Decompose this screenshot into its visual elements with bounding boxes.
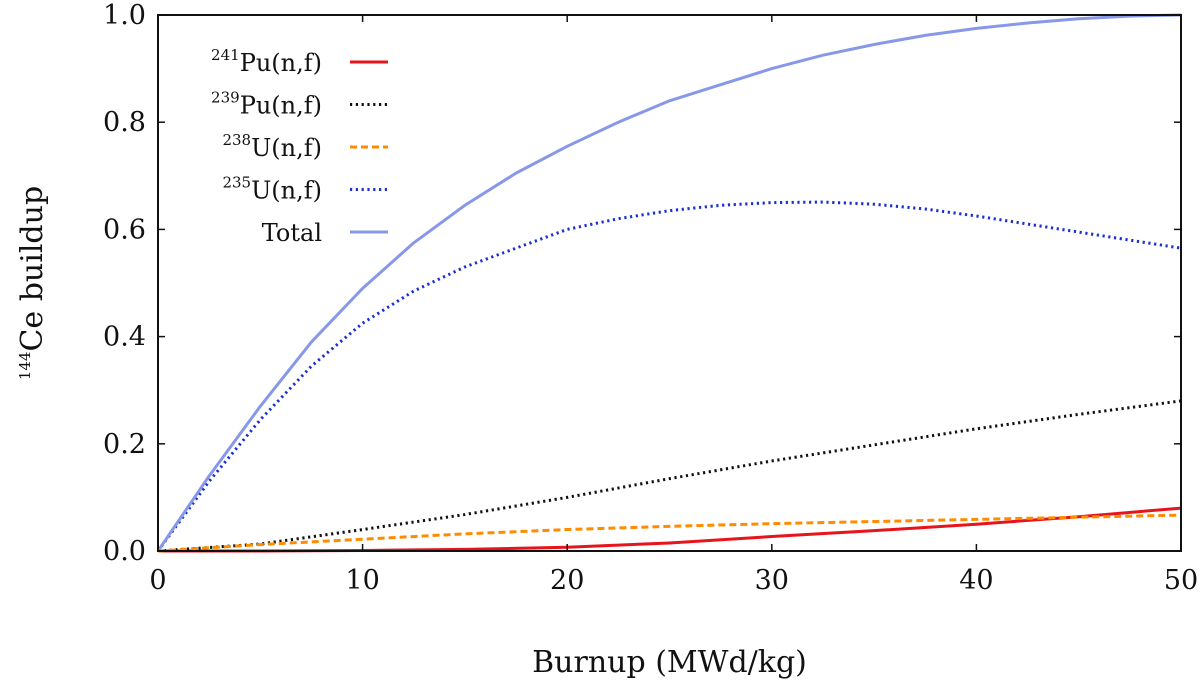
series-line-235-u-n-f <box>156 200 1182 552</box>
x-tick-label: 50 <box>1164 565 1198 596</box>
legend-label: 241Pu(n,f) <box>211 46 322 77</box>
legend-label: 238U(n,f) <box>222 131 322 162</box>
series-line-239-pu-n-f <box>157 399 1182 553</box>
legend: 241Pu(n,f)239Pu(n,f)238U(n,f)235U(n,f)To… <box>211 46 388 247</box>
legend-label: 239Pu(n,f) <box>211 89 322 120</box>
y-tick-label: 1.0 <box>103 0 146 31</box>
legend-label: 235U(n,f) <box>222 174 322 205</box>
x-axis-label: Burnup (MWd/kg) <box>532 645 807 680</box>
x-tick-label: 30 <box>755 565 789 596</box>
x-tick-label: 10 <box>345 565 379 596</box>
series-line-total <box>156 13 1182 552</box>
axes-layer: 0 10 20 30 40 50 0.0 0.2 0.4 0.6 0.8 1.0 Burnup (MWd… <box>15 0 1198 680</box>
legend-label-text: Pu(n,f) <box>240 49 322 77</box>
y-tick-label: 0.2 <box>103 429 146 460</box>
x-tick-label: 0 <box>149 565 166 596</box>
x-tick-label: 40 <box>959 565 993 596</box>
plot-frame <box>157 14 1182 552</box>
y-tick-label: 0.4 <box>103 322 146 353</box>
series-line-241-pu-n-f <box>158 506 1182 553</box>
y-tick-label: 0.8 <box>103 107 146 138</box>
legend-label-superscript: 239 <box>211 89 240 107</box>
y-axis-label-text: Ce buildup <box>15 186 50 352</box>
legend-label-superscript: 235 <box>222 174 251 192</box>
legend-label-text: U(n,f) <box>251 177 322 205</box>
x-tick-label: 20 <box>550 565 584 596</box>
legend-label-superscript: 241 <box>211 46 240 64</box>
legend-label: Total <box>262 219 322 247</box>
y-tick-label: 0.6 <box>103 214 146 245</box>
y-axis-label: 144Ce buildup <box>15 186 50 380</box>
y-axis-label-superscript: 144 <box>16 352 34 381</box>
series-line-238-u-n-f <box>157 513 1182 553</box>
legend-label-text: U(n,f) <box>251 134 322 162</box>
legend-label-superscript: 238 <box>222 131 251 149</box>
y-tick-label: 0.0 <box>103 536 146 567</box>
legend-label-text: Total <box>262 219 322 247</box>
legend-label-text: Pu(n,f) <box>240 92 322 120</box>
